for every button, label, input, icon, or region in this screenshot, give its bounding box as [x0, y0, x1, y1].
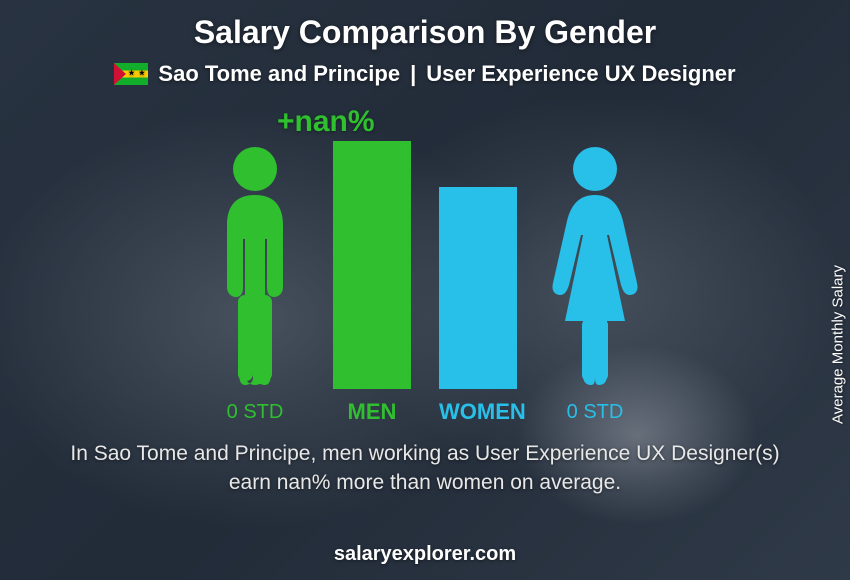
subtitle-row: ★★ Sao Tome and Principe | User Experien…	[0, 61, 850, 87]
role-name: User Experience UX Designer	[426, 61, 735, 87]
men-value: 0 STD	[205, 401, 305, 424]
man-icon	[205, 141, 305, 389]
country-flag-icon: ★★	[114, 63, 148, 85]
figure-row	[205, 141, 645, 389]
bottom-label-row: 0 STD MEN WOMEN 0 STD	[205, 399, 645, 425]
country-name: Sao Tome and Principe	[158, 61, 400, 87]
women-value: 0 STD	[545, 401, 645, 424]
y-axis-label: Average Monthly Salary	[830, 265, 847, 424]
brand-footer: salaryexplorer.com	[0, 543, 850, 566]
separator: |	[410, 61, 416, 87]
infographic-container: Salary Comparison By Gender ★★ Sao Tome …	[0, 0, 850, 580]
women-label: WOMEN	[439, 399, 517, 425]
men-bar	[333, 141, 411, 389]
difference-label: +nan%	[277, 105, 375, 139]
chart-area: +nan%	[0, 105, 850, 425]
woman-icon	[545, 141, 645, 389]
main-title: Salary Comparison By Gender	[0, 0, 850, 51]
men-label: MEN	[333, 399, 411, 425]
women-bar	[439, 187, 517, 389]
description-text: In Sao Tome and Principe, men working as…	[0, 439, 850, 498]
